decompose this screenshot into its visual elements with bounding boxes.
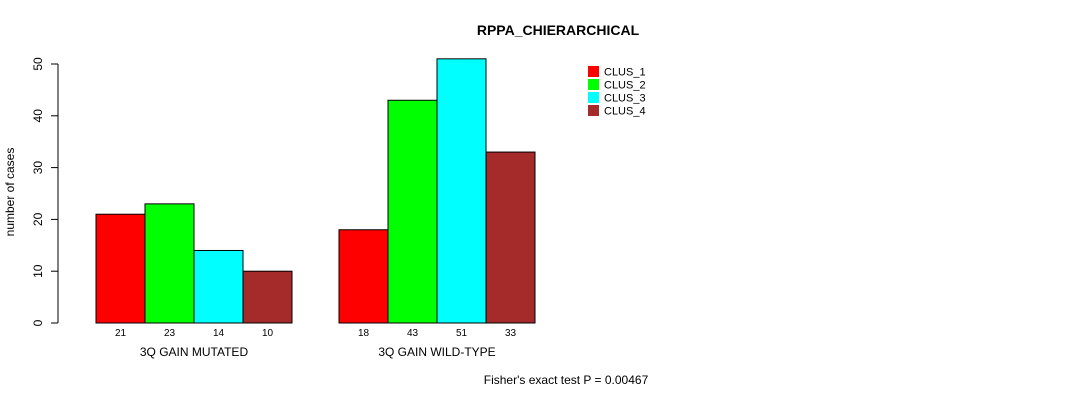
legend-label: CLUS_3 (604, 93, 646, 105)
bar-value-label: 43 (407, 328, 419, 339)
fisher-test-annotation: Fisher's exact test P = 0.00467 (484, 373, 649, 387)
group-label: 3Q GAIN MUTATED (140, 345, 249, 359)
y-tick-label: 0 (31, 319, 45, 326)
bar-value-label: 10 (262, 328, 274, 339)
y-tick-label: 10 (31, 264, 45, 278)
legend-swatch (588, 66, 599, 77)
bar-clus-2-group-2 (387, 99, 438, 324)
legend-swatch (588, 92, 599, 103)
group-labels: 3Q GAIN MUTATED 3Q GAIN WILD-TYPE (140, 345, 496, 359)
legend-label: CLUS_2 (604, 80, 646, 92)
y-tick-label: 40 (31, 109, 45, 123)
bar-clus-1-group-2 (338, 229, 389, 324)
bars (95, 58, 536, 324)
y-ticks: 0 10 20 30 40 50 (31, 57, 58, 326)
bar-value-label: 18 (358, 328, 370, 339)
bar-value-label: 14 (213, 328, 225, 339)
bar-value-labels: 21 23 14 10 18 43 51 33 (115, 328, 517, 339)
y-tick-label: 20 (31, 212, 45, 226)
group-label: 3Q GAIN WILD-TYPE (378, 345, 495, 359)
bar-clus-4-group-2 (485, 151, 536, 324)
y-tick-label: 30 (31, 161, 45, 175)
y-tick-label: 50 (31, 57, 45, 71)
bar-clus-2-group-1 (144, 203, 195, 324)
bar-clus-3-group-1 (193, 249, 244, 324)
chart-title: RPPA_CHIERARCHICAL (477, 22, 640, 38)
bar-value-label: 51 (456, 328, 468, 339)
bar-value-label: 33 (505, 328, 517, 339)
bar-value-label: 21 (115, 328, 127, 339)
legend-swatch (588, 79, 599, 90)
bar-clus-3-group-2 (436, 58, 487, 324)
legend-label: CLUS_4 (604, 106, 646, 118)
bar-clus-4-group-1 (242, 270, 293, 324)
legend-swatch (588, 105, 599, 116)
legend-label: CLUS_1 (604, 67, 646, 79)
y-axis-label: number of cases (3, 148, 17, 237)
bar-clus-1-group-1 (95, 213, 146, 324)
bar-value-label: 23 (164, 328, 176, 339)
